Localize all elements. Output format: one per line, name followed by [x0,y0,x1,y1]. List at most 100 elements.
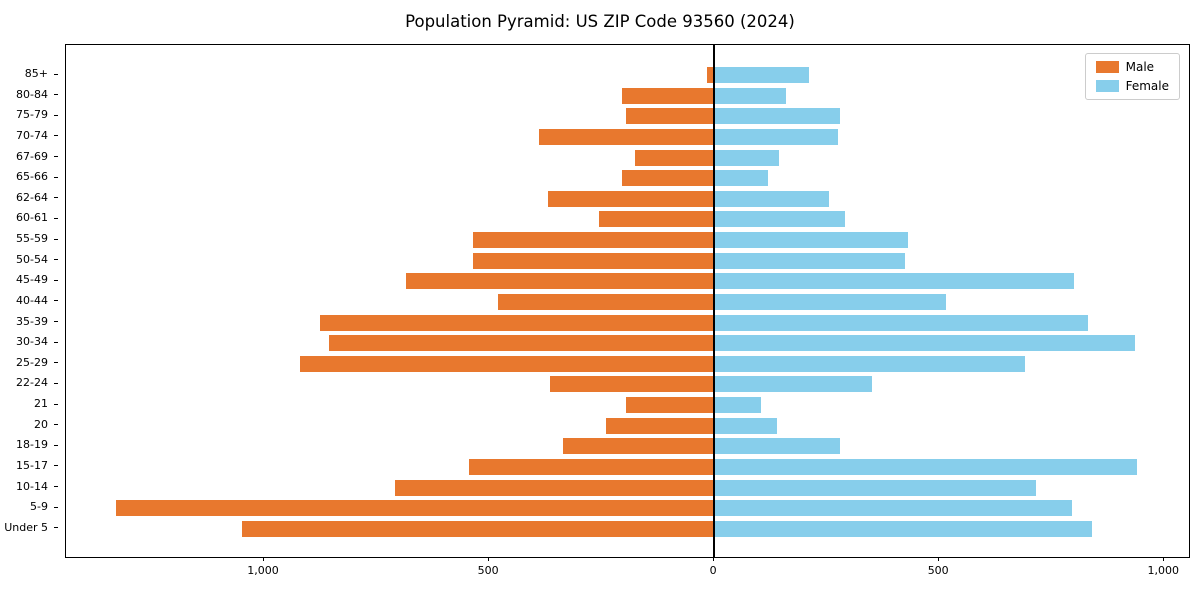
male-bar [707,67,715,83]
pyramid-row [66,273,1189,290]
male-bar [498,293,715,310]
y-tick-label: 67-69 [0,149,58,165]
female-legend-label: Female [1125,79,1169,93]
legend-item-female: Female [1095,79,1169,93]
male-bar [626,397,715,413]
pyramid-row [66,108,1189,125]
y-tick-label: 55-59 [0,231,58,247]
plot-area: Male Female [65,44,1190,558]
female-bar [714,335,1135,352]
male-bar [329,335,715,352]
male-bar [547,190,715,207]
female-bar [714,67,809,83]
female-bar [714,520,1093,537]
female-bar [714,108,841,125]
pyramid-row [66,67,1189,83]
pyramid-row [66,520,1189,537]
pyramid-row [66,87,1189,104]
pyramid-row [66,458,1189,475]
y-tick-label: 20 [0,417,58,433]
male-bar [241,520,715,537]
female-bar [714,211,845,228]
female-bar [714,128,838,145]
y-tick-label: 60-61 [0,210,58,226]
male-bar [405,273,715,290]
x-tick-label: 0 [709,564,717,577]
y-tick-label: 10-14 [0,479,58,495]
male-legend-label: Male [1125,60,1155,74]
y-axis-labels: 85+ 80-84 75-79 70-74 67-69 65-66 62-64 60-61 55… [0,66,58,536]
pyramid-row [66,479,1189,496]
pyramid-row [66,500,1189,517]
pyramid-row [66,190,1189,207]
pyramid-row [66,355,1189,372]
female-bar [714,87,787,104]
female-bar [714,355,1025,372]
male-bar [549,376,715,393]
x-tick-label: 1,000 [1147,564,1179,577]
female-bar [714,417,778,434]
x-tick-mark [263,557,265,561]
male-bar [468,458,715,475]
male-legend-swatch [1095,61,1119,73]
y-tick-label: 40-44 [0,293,58,309]
pyramid-row [66,252,1189,269]
male-bar [563,438,715,455]
y-tick-label: 80-84 [0,87,58,103]
pyramid-row [66,149,1189,166]
female-bar [714,252,906,269]
pyramid-row [66,211,1189,228]
female-bar [714,458,1138,475]
x-tick-mark [713,557,715,561]
female-bar [714,500,1072,517]
female-bar [714,273,1075,290]
male-bar [538,128,715,145]
x-tick-mark [1163,557,1165,561]
y-tick-label: Under 5 [0,520,58,536]
legend: Male Female [1084,53,1180,100]
pyramid-row [66,232,1189,248]
female-bar [714,190,829,207]
female-bar [714,376,872,393]
x-tick-mark [938,557,940,561]
legend-item-male: Male [1095,60,1169,74]
zero-axis-line [713,45,715,557]
male-bar [300,355,715,372]
female-legend-swatch [1095,80,1119,92]
female-bar [714,232,908,248]
y-tick-label: 22-24 [0,375,58,391]
y-tick-label: 5-9 [0,499,58,515]
y-tick-label: 35-39 [0,314,58,330]
x-tick-label: 500 [477,564,499,577]
y-tick-label: 85+ [0,66,58,82]
male-bar [626,108,715,125]
male-bar [599,211,715,228]
pyramid-row [66,170,1189,187]
female-bar [714,149,780,166]
y-tick-label: 25-29 [0,355,58,371]
x-tick-mark [488,557,490,561]
female-bar [714,314,1088,331]
female-bar [714,293,946,310]
pyramid-row [66,128,1189,145]
male-bar [473,232,715,248]
pyramid-row [66,335,1189,352]
female-bar [714,479,1036,496]
male-bar [606,417,715,434]
female-bar [714,397,762,413]
y-tick-label: 75-79 [0,107,58,123]
female-bar [714,170,769,187]
male-bar [635,149,715,166]
y-tick-label: 45-49 [0,272,58,288]
pyramid-row [66,438,1189,455]
pyramid-row [66,314,1189,331]
male-bar [320,314,715,331]
y-tick-label: 18-19 [0,437,58,453]
male-bar [473,252,715,269]
y-tick-label: 21 [0,396,58,412]
y-tick-label: 15-17 [0,458,58,474]
pyramid-row [66,417,1189,434]
x-tick-label: 1,000 [247,564,279,577]
female-bar [714,438,841,455]
